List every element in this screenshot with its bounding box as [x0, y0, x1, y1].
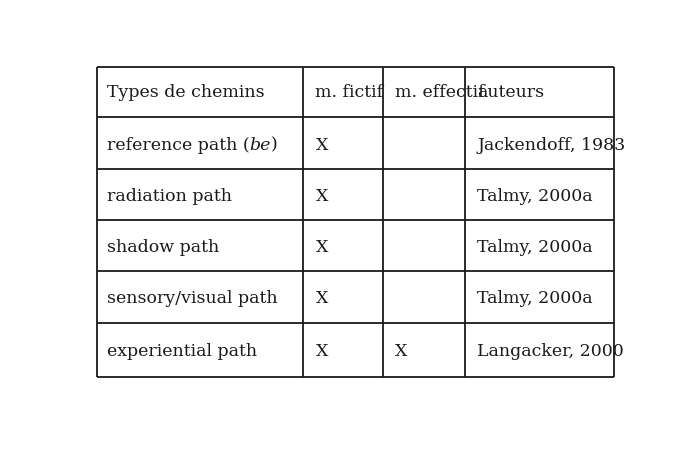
Text: radiation path: radiation path [107, 188, 232, 205]
Text: Talmy, 2000a: Talmy, 2000a [477, 291, 593, 308]
Text: reference path (: reference path ( [107, 137, 249, 154]
Text: Jackendoff, 1983: Jackendoff, 1983 [477, 137, 625, 154]
Text: experiential path: experiential path [107, 343, 257, 360]
Text: shadow path: shadow path [107, 239, 219, 256]
Text: X: X [316, 343, 328, 360]
Text: Talmy, 2000a: Talmy, 2000a [477, 188, 593, 205]
Text: Talmy, 2000a: Talmy, 2000a [477, 239, 593, 256]
Text: X: X [316, 188, 328, 205]
Text: auteurs: auteurs [477, 84, 545, 101]
Text: Types de chemins: Types de chemins [107, 84, 264, 101]
Text: be: be [249, 137, 271, 154]
Text: m. effectif: m. effectif [395, 84, 485, 101]
Text: ): ) [271, 137, 277, 154]
Text: X: X [316, 291, 328, 308]
Text: X: X [316, 137, 328, 154]
Text: X: X [395, 343, 408, 360]
Text: X: X [316, 239, 328, 256]
Text: sensory/visual path: sensory/visual path [107, 291, 277, 308]
Text: Langacker, 2000: Langacker, 2000 [477, 343, 624, 360]
Text: m. fictif: m. fictif [316, 84, 384, 101]
